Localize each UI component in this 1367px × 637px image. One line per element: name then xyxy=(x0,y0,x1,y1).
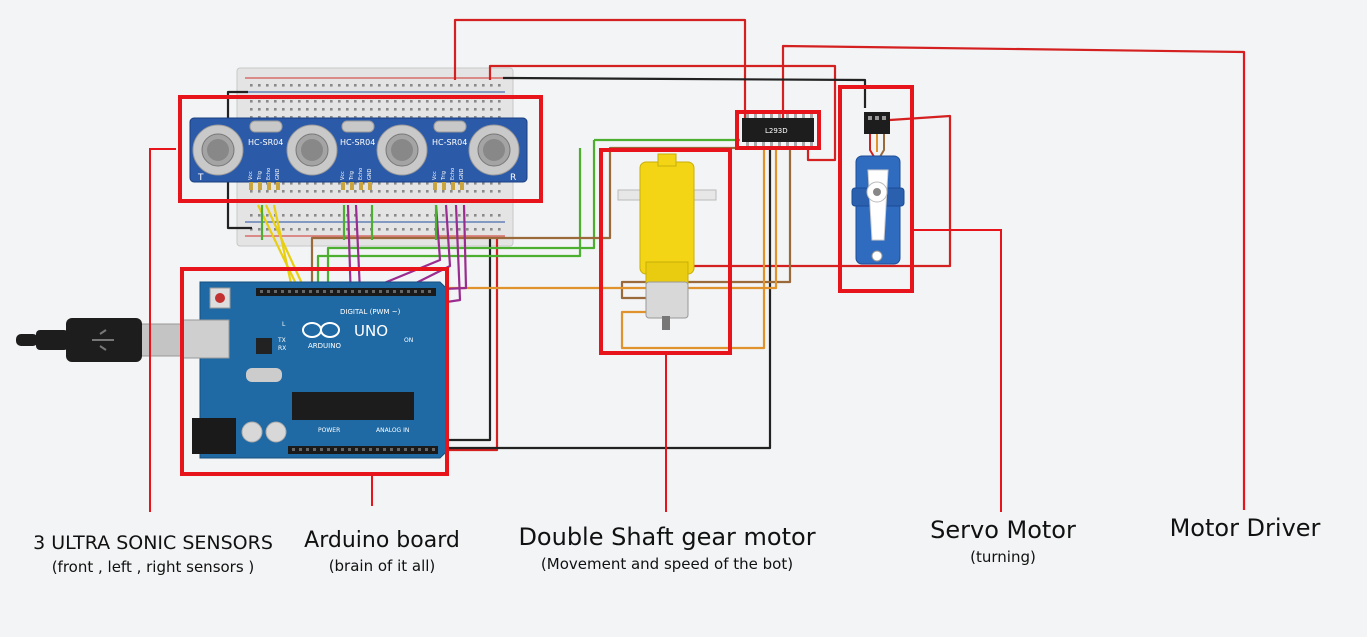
wire-yellow-3 xyxy=(272,204,294,289)
highlight-servo xyxy=(838,85,914,293)
sensor-pin-label: GND xyxy=(459,168,465,180)
caption-arduino-subtitle: (brain of it all) xyxy=(328,557,436,575)
highlight-boxes xyxy=(178,85,914,476)
caption-sensors-subtitle: (front , left , right sensors ) xyxy=(51,558,255,576)
caption-driver: Motor Driver xyxy=(1150,514,1340,542)
caption-motor-title: Double Shaft gear motor xyxy=(518,523,816,551)
wire-brown-1 xyxy=(620,148,792,300)
sensor-pin-label: Trig xyxy=(441,171,447,181)
arduino-power-label: POWER xyxy=(318,427,340,434)
caption-servo-subtitle: (turning) xyxy=(970,548,1036,566)
sensor-pin-label: Echo xyxy=(450,168,456,180)
highlight-driver xyxy=(735,110,821,150)
arduino-brand: ARDUINO xyxy=(308,342,341,350)
wire-black-top xyxy=(502,76,867,108)
sensor-pin-label: Vcc xyxy=(248,171,254,180)
arduino-board: ARDUINO UNO DIGITAL (PWM ~) POWER ANALOG… xyxy=(16,281,449,459)
usb-icon xyxy=(92,329,114,351)
arduino-led-tx: TX xyxy=(277,337,286,344)
arduino-digital-label: DIGITAL (PWM ~) xyxy=(340,308,401,316)
sensor-pin-label: Trig xyxy=(257,171,263,181)
servo-motor xyxy=(851,112,905,265)
sensor-pin-label: Echo xyxy=(358,168,364,180)
wire-yellow-2 xyxy=(264,204,306,289)
caption-servo-title: Servo Motor xyxy=(930,516,1076,544)
arduino-led-l: L xyxy=(282,321,286,328)
wire-red-motor-driver xyxy=(781,44,1246,510)
sensor-corner-left: T xyxy=(197,173,204,183)
arduino-analog-label: ANALOG IN xyxy=(376,427,409,434)
sensor-pin-label: Echo xyxy=(266,168,272,180)
arduino-on-label: ON xyxy=(404,337,413,344)
sensor-model-label: HC-SR04 xyxy=(340,138,375,147)
wire-orange-1 xyxy=(620,148,766,350)
motor-driver-chip: L293D xyxy=(742,114,814,146)
caption-driver-title: Motor Driver xyxy=(1169,514,1321,542)
caption-arduino-title: Arduino board xyxy=(304,528,460,553)
sensor-model-label: HC-SR04 xyxy=(432,138,467,147)
arduino-logo-icon xyxy=(302,322,340,338)
wire-red-top xyxy=(453,18,747,120)
gear-motor xyxy=(617,153,717,330)
leader-lines xyxy=(149,52,1245,512)
wire-red-servo xyxy=(488,64,837,162)
arduino-model: UNO xyxy=(354,322,388,340)
sensor-pin-label: Vcc xyxy=(432,171,438,180)
driver-chip-label: L293D xyxy=(765,127,788,135)
wire-orange-2 xyxy=(340,148,778,290)
wire-black-motor xyxy=(420,148,772,450)
wire-red-servo-right xyxy=(660,114,952,268)
caption-sensors-title: 3 ULTRA SONIC SENSORS xyxy=(33,532,273,554)
caption-servo: Servo Motor (turning) xyxy=(906,516,1100,566)
caption-arduino: Arduino board (brain of it all) xyxy=(282,528,482,575)
caption-motor: Double Shaft gear motor (Movement and sp… xyxy=(502,523,832,573)
sensor-pin-label: Vcc xyxy=(340,171,346,180)
wire-yellow-1 xyxy=(257,204,299,289)
sensor-corner-right: R xyxy=(510,173,516,183)
highlight-arduino xyxy=(180,267,449,476)
sensor-model-label: HC-SR04 xyxy=(248,138,283,147)
arduino-led-rx: RX xyxy=(278,345,286,352)
sensor-pin-label: GND xyxy=(367,168,373,180)
highlight-sensors xyxy=(178,95,543,203)
servo-horn-icon xyxy=(873,188,881,196)
sensor-pin-label: Trig xyxy=(349,171,355,181)
caption-sensors: 3 ULTRA SONIC SENSORS (front , left , ri… xyxy=(18,532,288,576)
sensor-pin-label: GND xyxy=(275,168,281,180)
caption-motor-subtitle: (Movement and speed of the bot) xyxy=(540,555,794,573)
